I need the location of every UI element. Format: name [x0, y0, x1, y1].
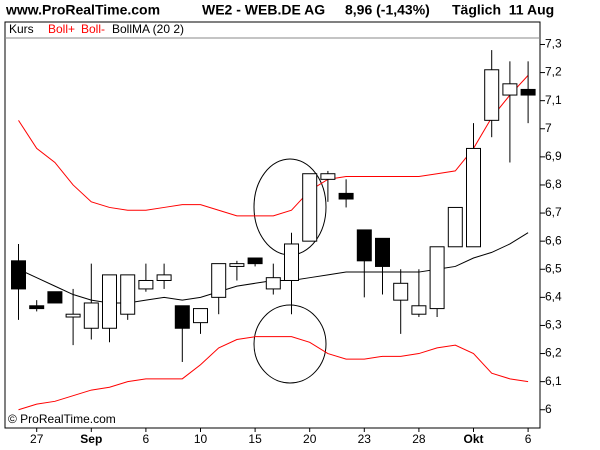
instrument: WE2 - WEB.DE AG	[202, 2, 325, 18]
candle-body	[211, 263, 227, 298]
x-tick-label: 23	[358, 432, 372, 446]
candle-body	[120, 274, 136, 315]
copyright: © ProRealTime.com	[8, 412, 116, 426]
y-tick-label: 6,6	[545, 233, 562, 247]
legend-lower-band: Boll-	[81, 22, 105, 36]
x-tick-label: 28	[412, 432, 426, 446]
y-tick-label: 6,5	[545, 261, 562, 275]
x-tick-label: Okt	[463, 432, 483, 446]
candle-body	[29, 305, 45, 310]
candle-body	[65, 313, 81, 318]
candle-body	[375, 237, 390, 267]
x-tick-label: 20	[303, 432, 317, 446]
y-tick-label: 6	[545, 402, 552, 416]
candle-body	[466, 147, 481, 248]
annotation-circle	[253, 304, 327, 384]
candle-body	[320, 173, 336, 180]
candle-body	[411, 305, 427, 315]
candle-body	[284, 243, 299, 281]
y-tick-label: 6,7	[545, 205, 562, 219]
line-series	[18, 75, 529, 217]
candle-body	[11, 260, 26, 290]
candle-body	[156, 274, 172, 281]
legend-upper-band: Boll+	[48, 22, 75, 36]
candle-body	[138, 279, 154, 290]
candle-body	[83, 302, 99, 329]
y-tick-label: 7	[545, 121, 552, 135]
candle-body	[193, 308, 208, 324]
y-tick-label: 6,3	[545, 318, 562, 332]
candle-body	[520, 88, 536, 96]
source: www.ProRealTime.com	[5, 2, 160, 18]
x-tick-label: Sep	[80, 432, 102, 446]
candle-body	[302, 173, 318, 242]
y-tick-label: 6,9	[545, 149, 562, 163]
x-tick-label: 6	[143, 432, 150, 446]
x-tick-label: 15	[248, 432, 262, 446]
legend-candles: Kurs	[9, 22, 34, 36]
line-series	[18, 336, 529, 411]
candle-body	[447, 206, 463, 248]
candle-body	[47, 291, 63, 304]
x-tick-label: 6	[525, 432, 532, 446]
x-tick-label: 27	[30, 432, 44, 446]
y-tick-label: 7,1	[545, 93, 562, 107]
period: Täglich 11 Aug	[452, 2, 554, 18]
legend-moving-average: BollMA (20 2)	[112, 22, 184, 36]
y-tick-label: 7,2	[545, 65, 562, 79]
y-tick-label: 7,3	[545, 37, 562, 51]
candle-body	[338, 192, 354, 200]
y-tick-label: 6,2	[545, 346, 562, 360]
candle-body	[356, 229, 372, 262]
candle-body	[174, 305, 190, 329]
candle-body	[484, 69, 500, 121]
plot-frame	[4, 21, 541, 429]
candle-body	[229, 263, 245, 267]
y-tick-label: 6,4	[545, 290, 562, 304]
candle-body	[247, 257, 263, 265]
candle-body	[265, 277, 281, 290]
candle-body	[393, 282, 409, 301]
candle-body	[502, 83, 518, 96]
x-tick-label: 10	[194, 432, 208, 446]
candle-body	[429, 246, 445, 310]
y-tick-label: 6,8	[545, 177, 562, 191]
quote: 8,96 (-1,43%)	[345, 2, 430, 18]
candle-body	[102, 274, 117, 329]
y-tick-label: 6,1	[545, 374, 562, 388]
